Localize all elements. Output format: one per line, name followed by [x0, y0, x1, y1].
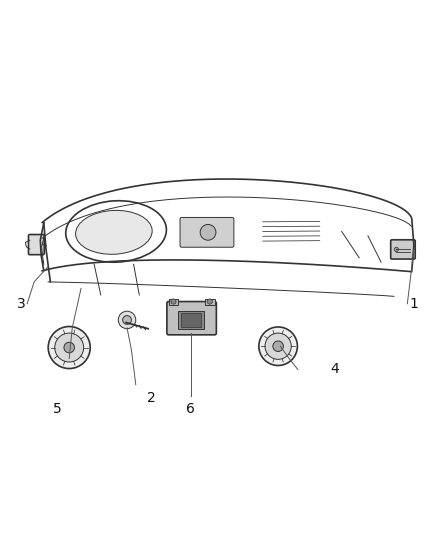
Text: 1: 1: [410, 297, 418, 311]
Circle shape: [118, 311, 136, 329]
FancyBboxPatch shape: [180, 217, 234, 247]
Circle shape: [259, 327, 297, 366]
Text: 2: 2: [147, 391, 155, 405]
Bar: [205, 299, 215, 304]
Bar: [178, 311, 204, 329]
Circle shape: [394, 247, 399, 252]
Circle shape: [64, 342, 74, 353]
Circle shape: [207, 299, 212, 304]
Circle shape: [171, 299, 176, 304]
Circle shape: [55, 333, 84, 362]
Circle shape: [273, 341, 283, 351]
Text: 5: 5: [53, 402, 61, 416]
Text: 4: 4: [331, 362, 339, 376]
FancyBboxPatch shape: [391, 240, 415, 259]
Circle shape: [123, 316, 131, 324]
Ellipse shape: [76, 211, 152, 254]
Circle shape: [200, 224, 216, 240]
Text: 3: 3: [17, 297, 25, 311]
FancyBboxPatch shape: [28, 235, 44, 255]
Text: 6: 6: [186, 402, 195, 416]
Circle shape: [265, 333, 291, 359]
FancyBboxPatch shape: [167, 302, 216, 335]
Bar: [181, 313, 201, 327]
Circle shape: [48, 327, 90, 368]
Bar: [169, 299, 178, 304]
